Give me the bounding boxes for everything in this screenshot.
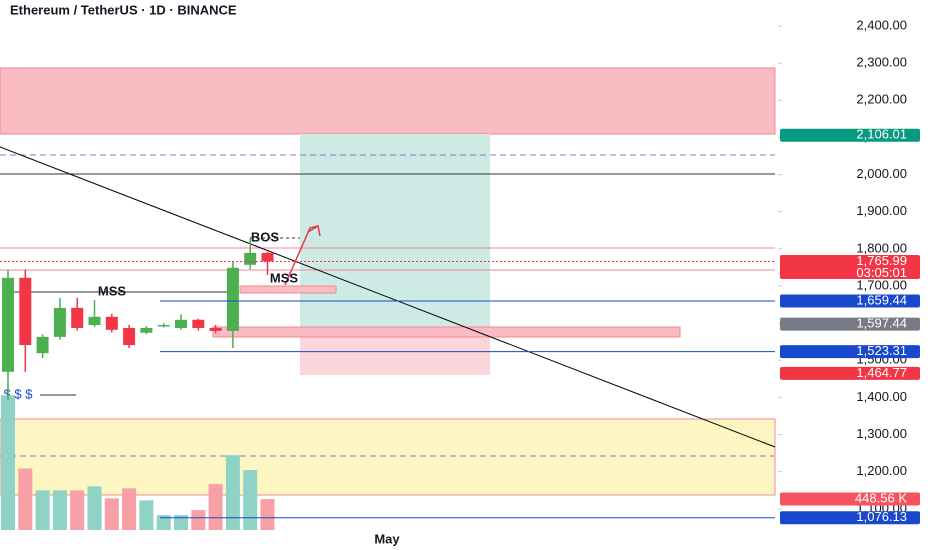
volume-bar (18, 468, 33, 530)
demand-zone (0, 418, 776, 496)
y-tick-label: 2,000.00 (856, 166, 907, 181)
volume-bar (104, 498, 119, 530)
price-label-box (780, 511, 920, 525)
price-label: 2,106.01 (856, 127, 907, 142)
price-label-box (780, 345, 920, 359)
price-label: 1,659.44 (856, 292, 907, 307)
arrow-head (307, 224, 321, 237)
price-label: 1,597.44 (856, 316, 907, 331)
candle-body (261, 252, 274, 262)
price-label: 1,076.13 (856, 509, 907, 524)
price-label-box (780, 317, 920, 331)
candle-body (71, 307, 84, 328)
projection-arrow (284, 225, 319, 286)
volume-bar (70, 490, 85, 530)
chart-title: Ethereum / TetherUS · 1D · BINANCE (10, 2, 237, 17)
volume-label: 448.56 K (855, 490, 907, 505)
y-tick-label: 1,800.00 (856, 240, 907, 255)
volume-bar (260, 499, 275, 530)
volume-bar (52, 490, 67, 530)
volume-bar (87, 486, 102, 530)
volume-bar (225, 455, 240, 530)
price-label: 1,523.31 (856, 343, 907, 358)
volume-bar (35, 490, 50, 530)
candle-body (53, 307, 66, 337)
price-label-box (780, 294, 920, 308)
price-label: 1,765.99 (856, 253, 907, 268)
price-label-box (780, 254, 920, 279)
volume-bar (208, 484, 223, 530)
mss-block (239, 285, 337, 294)
annotation: MSS (98, 283, 127, 298)
y-tick-label: 2,200.00 (856, 92, 907, 107)
y-tick-label: 2,400.00 (856, 17, 907, 32)
volume-label-box (780, 492, 920, 506)
volume-bar (243, 470, 258, 530)
candle-body (2, 277, 14, 372)
x-tick-label: May (374, 531, 400, 546)
volume-bar (156, 515, 171, 530)
candle-body (19, 277, 32, 346)
y-tick-label: 1,300.00 (856, 426, 907, 441)
supply-zone (0, 67, 776, 135)
candle-body (192, 319, 205, 328)
price-label-box (780, 366, 920, 380)
y-tick-label: 1,200.00 (856, 463, 907, 478)
volume-bar (1, 395, 15, 530)
candle-body (175, 319, 187, 328)
y-tick-label: 1,400.00 (856, 389, 907, 404)
target-box (300, 134, 490, 326)
volume-bar (191, 510, 206, 530)
countdown: 03:05:01 (856, 265, 907, 280)
candle-body (88, 316, 101, 325)
candle-body (209, 327, 222, 331)
price-label: 1,464.77 (856, 365, 907, 380)
candle-body (36, 336, 49, 354)
annotation: BOS (251, 229, 280, 244)
volume-bar (122, 488, 137, 530)
price-label-box (780, 128, 920, 142)
order-block (212, 326, 681, 338)
candle-body (244, 252, 257, 265)
volume-bar (139, 500, 154, 530)
y-tick-label: 1,900.00 (856, 203, 907, 218)
annotation: MSS (270, 270, 299, 285)
volume-bar (174, 515, 188, 530)
candle-body (157, 324, 170, 327)
candle-body (105, 316, 118, 330)
candle-body (226, 267, 239, 331)
y-tick-label: 2,300.00 (856, 55, 907, 70)
candle-body (140, 327, 153, 333)
y-tick-label: 1,700.00 (856, 277, 907, 292)
candle-body (123, 327, 136, 346)
trendline (0, 146, 776, 448)
